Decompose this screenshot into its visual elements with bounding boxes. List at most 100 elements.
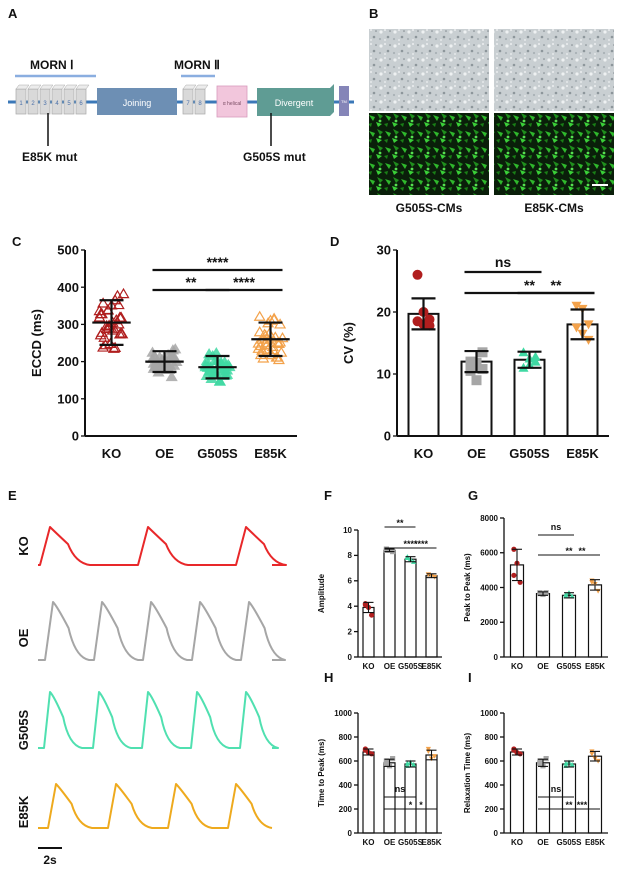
sig-label: * [409, 800, 413, 810]
point-ko [424, 320, 435, 331]
sig-label: ** [524, 277, 535, 293]
sig-label: ** [551, 277, 562, 293]
y-tick-label: 0 [348, 829, 353, 838]
bar-g505s [404, 763, 417, 834]
x-tick-label-ko: KO [414, 446, 434, 461]
y-tick-label: 200 [339, 805, 353, 814]
morn-repeat-top [15, 84, 30, 90]
morn-repeat-top [194, 84, 209, 90]
y-tick-label: 20 [377, 305, 391, 320]
point-g505s [404, 555, 410, 561]
morn-repeat-7: 7 [182, 84, 197, 115]
bar-g505s [561, 594, 577, 658]
sig-label: ** [186, 274, 197, 290]
point-oe [465, 365, 476, 376]
bar-e85k [587, 584, 603, 658]
point-oe [162, 348, 175, 360]
x-tick-label-oe: OE [537, 662, 549, 671]
panel-labels: A B C D E F G H I [8, 6, 478, 685]
chart-panel-i: 0 200 400 600 800 1000 Relaxation Time (ms) KO O… [463, 709, 608, 847]
y-tick-label: 30 [377, 243, 391, 258]
point-e85k [589, 580, 595, 585]
point-oe [165, 370, 178, 382]
x-tick-label-oe: OE [467, 446, 486, 461]
y-tick-label: 600 [339, 757, 353, 766]
y-tick-label: 4000 [480, 583, 498, 592]
x-tick-label-ko: KO [363, 662, 375, 671]
point-e85k [571, 323, 582, 333]
x-tick-label-e85k: E85K [585, 662, 605, 671]
sig-label: ** [565, 546, 573, 556]
x-tick-label-g505s: G505S [398, 838, 424, 847]
morn-repeat-top [27, 84, 42, 90]
y-tick-label: 200 [485, 805, 499, 814]
point-oe [471, 375, 482, 386]
point-g505s [404, 760, 410, 766]
point-oe [537, 760, 543, 766]
morn-repeat-top [63, 84, 78, 90]
point-oe [543, 756, 549, 762]
y-tick-label: 800 [485, 733, 499, 742]
x-tick-label-ko: KO [511, 838, 523, 847]
x-tick-label-oe: OE [537, 838, 549, 847]
x-tick-label-oe: OE [384, 662, 396, 671]
y-axis-label: Time to Peak (ms) [317, 739, 326, 808]
point-ko [117, 287, 130, 299]
divergent-domain: Divergent [257, 84, 334, 116]
bar-e85k [425, 575, 438, 658]
point-ko [362, 747, 368, 753]
morn-repeat-top [182, 84, 197, 90]
panel-letter-c: C [12, 234, 22, 249]
sig-label: ns [395, 784, 406, 794]
y-tick-label: 0 [72, 429, 79, 444]
sig-label: **** [207, 254, 229, 270]
y-tick-label: 2000 [480, 618, 498, 627]
microscopy-images: G505S-CMs E85K-CMs [369, 29, 614, 215]
point-g505s [563, 591, 569, 597]
morn-repeat-5: 5 [63, 84, 78, 115]
morn-repeat-top [51, 84, 66, 90]
point-ko [110, 314, 123, 325]
y-tick-label: 0 [494, 653, 499, 662]
point-g505s [213, 375, 226, 386]
point-oe [477, 347, 488, 358]
point-e85k [265, 348, 278, 360]
svg-text:Divergent: Divergent [275, 98, 314, 108]
point-g505s [203, 365, 216, 376]
point-g505s [530, 351, 541, 361]
y-tick-label: 8000 [480, 514, 498, 523]
svg-text:α helical: α helical [223, 101, 241, 107]
e85k-label: E85K mut [22, 150, 77, 164]
morn1-label: MORN Ⅰ [30, 58, 74, 72]
point-oe [390, 756, 396, 762]
morn-repeats: 1 2 3 4 5 6 7 8 [15, 84, 209, 115]
point-e85k [583, 320, 594, 330]
chart-panel-c: 0 100 200 300 400 500 ECCD (ms) KO OE G505S E85K **… [29, 243, 297, 461]
trace-oe [38, 601, 286, 661]
point-ko [412, 269, 423, 280]
point-ko [113, 311, 126, 322]
point-e85k [274, 336, 287, 347]
bar-g505s [404, 558, 417, 658]
point-oe [465, 356, 476, 367]
point-oe [383, 760, 389, 766]
y-tick-label: 10 [343, 526, 352, 535]
point-g505s [411, 762, 417, 767]
point-oe [383, 547, 389, 553]
morn-repeat-top [75, 84, 90, 90]
chart-panel-d: 0 10 20 30 CV (%) KO OE G505S E85K ** ns ** [341, 243, 609, 461]
joining-domain: Joining [97, 88, 177, 115]
y-tick-label: 2 [348, 627, 353, 636]
chart-panel-g: 0 2000 4000 6000 8000 Peak to Peak (ms) KO OE G5… [463, 514, 608, 671]
point-ko [115, 327, 128, 338]
x-tick-label-g505s: G505S [509, 446, 550, 461]
g505s-brightfield-image [369, 29, 489, 111]
point-ko [517, 751, 523, 757]
x-tick-label-e85k: E85K [421, 662, 441, 671]
y-tick-label: 4 [348, 602, 353, 611]
x-tick-label-g505s: G505S [557, 662, 583, 671]
morn-repeat-top [39, 84, 54, 90]
morn-repeat-number: 4 [55, 101, 59, 107]
y-tick-label: 0 [494, 829, 499, 838]
y-axis-label: ECCD (ms) [29, 309, 44, 377]
